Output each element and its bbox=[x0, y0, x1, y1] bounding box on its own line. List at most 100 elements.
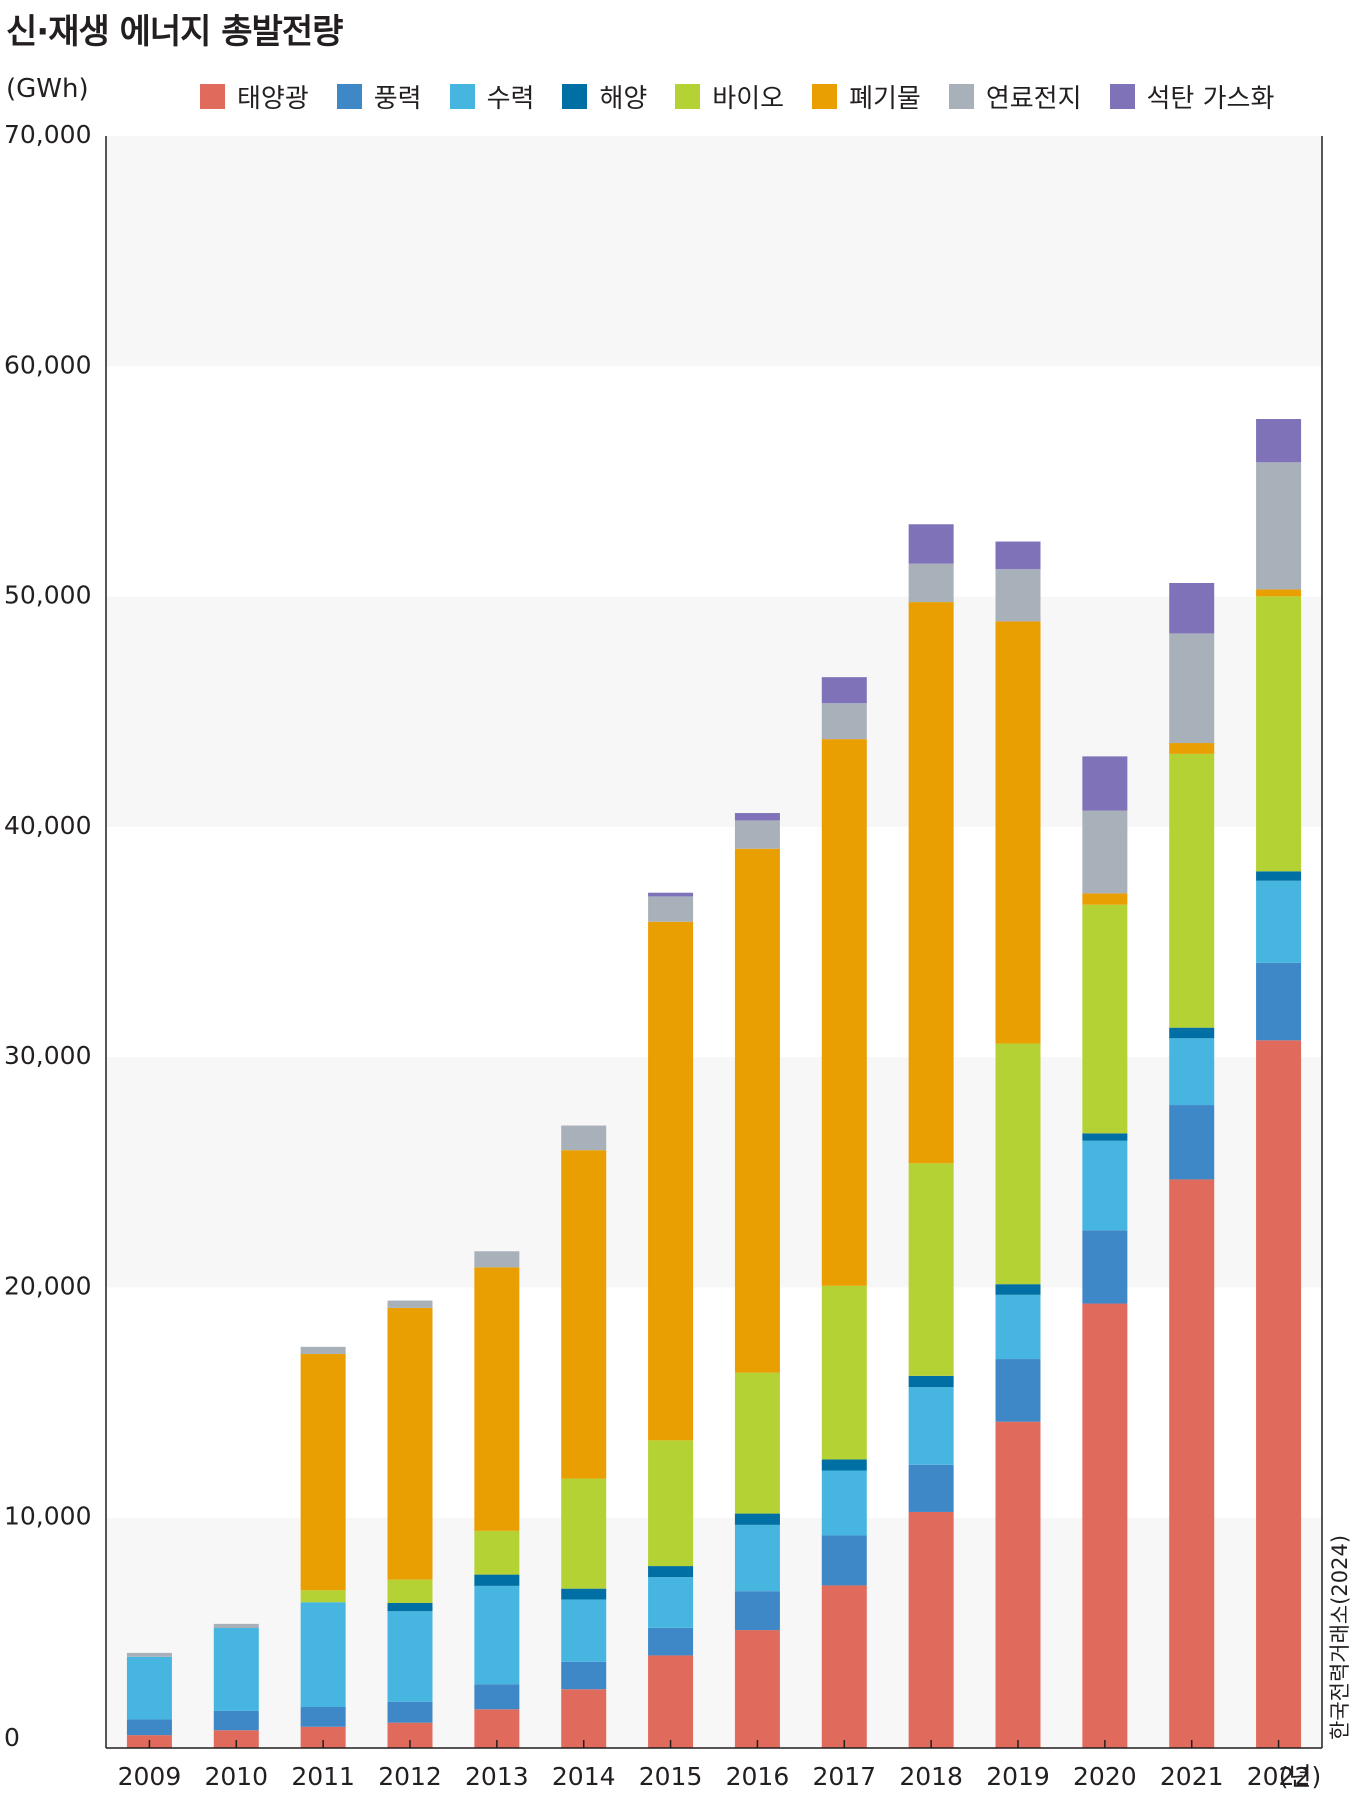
bar-2015-6 bbox=[648, 896, 694, 922]
bar-2011-4 bbox=[300, 1590, 346, 1603]
bar-2014-1 bbox=[561, 1661, 607, 1690]
bar-2020-2 bbox=[1082, 1140, 1128, 1231]
bar-2022-5 bbox=[1256, 589, 1302, 597]
axes bbox=[105, 136, 1323, 1749]
y-tick-label-60000: 60,000 bbox=[4, 350, 91, 379]
y-tick-label-10000: 10,000 bbox=[4, 1502, 91, 1531]
bar-2020-7 bbox=[1082, 756, 1128, 811]
bar-segments bbox=[126, 419, 1302, 1748]
bar-2021-1 bbox=[1169, 1105, 1215, 1180]
y-tick-label-40000: 40,000 bbox=[4, 811, 91, 840]
y-tick-label-50000: 50,000 bbox=[4, 581, 91, 610]
bar-2019-4 bbox=[995, 1043, 1041, 1285]
legend-swatch bbox=[948, 83, 974, 109]
legend-swatch bbox=[200, 83, 225, 109]
bar-2012-2 bbox=[387, 1611, 433, 1702]
legend-label: 바이오 bbox=[712, 83, 785, 114]
band-6 bbox=[106, 136, 1322, 367]
bar-2018-7 bbox=[908, 524, 954, 564]
bar-2015-5 bbox=[648, 921, 694, 1441]
bar-2011-1 bbox=[300, 1707, 346, 1727]
x-tick-label-2014: 2014 bbox=[552, 1762, 616, 1791]
bar-2012-5 bbox=[387, 1307, 433, 1580]
bar-2022-2 bbox=[1256, 880, 1302, 963]
bar-2018-2 bbox=[908, 1387, 954, 1465]
legend-label: 폐기물 bbox=[849, 83, 921, 114]
bar-2020-0 bbox=[1082, 1303, 1128, 1748]
band-4 bbox=[106, 596, 1322, 827]
bar-2019-2 bbox=[995, 1294, 1041, 1360]
bar-2012-4 bbox=[387, 1579, 433, 1603]
bar-2021-6 bbox=[1169, 633, 1215, 744]
x-tick-label-2010: 2010 bbox=[204, 1762, 268, 1791]
bar-2017-4 bbox=[821, 1285, 867, 1460]
x-tick-label-2016: 2016 bbox=[726, 1762, 790, 1791]
bar-2019-7 bbox=[995, 541, 1041, 570]
bar-2015-3 bbox=[648, 1566, 694, 1578]
bar-2016-2 bbox=[734, 1524, 780, 1592]
bar-2017-1 bbox=[821, 1535, 867, 1586]
band-0 bbox=[106, 1517, 1322, 1748]
legend-item-0: 태양광 bbox=[200, 78, 309, 115]
bar-2018-6 bbox=[908, 563, 954, 603]
bar-2021-3 bbox=[1169, 1027, 1215, 1039]
bar-2014-0 bbox=[561, 1689, 607, 1748]
x-tick-label-2011: 2011 bbox=[291, 1762, 355, 1791]
bar-2015-4 bbox=[648, 1440, 694, 1567]
bar-2016-3 bbox=[734, 1513, 780, 1525]
bar-2018-0 bbox=[908, 1511, 954, 1748]
legend-label: 태양광 bbox=[237, 83, 309, 114]
bar-2019-0 bbox=[995, 1421, 1041, 1748]
bar-2012-1 bbox=[387, 1701, 433, 1723]
bar-2018-5 bbox=[908, 602, 954, 1164]
bar-2009-6 bbox=[126, 1652, 172, 1657]
bar-2022-6 bbox=[1256, 462, 1302, 590]
bar-2014-4 bbox=[561, 1478, 607, 1589]
bar-2020-3 bbox=[1082, 1133, 1128, 1141]
legend-swatch bbox=[812, 83, 838, 109]
bar-2014-3 bbox=[561, 1588, 607, 1600]
bar-2021-2 bbox=[1169, 1038, 1215, 1106]
bar-2012-6 bbox=[387, 1300, 433, 1308]
legend-item-7: 석탄 가스화 bbox=[1109, 78, 1275, 115]
bar-2020-5 bbox=[1082, 893, 1128, 905]
bar-2019-1 bbox=[995, 1359, 1041, 1422]
bar-2015-7 bbox=[648, 892, 694, 897]
bar-2019-5 bbox=[995, 621, 1041, 1044]
bar-2017-3 bbox=[821, 1459, 867, 1471]
bar-2013-6 bbox=[474, 1251, 520, 1268]
bar-2015-2 bbox=[648, 1577, 694, 1628]
y-tick-label-70000: 70,000 bbox=[4, 120, 91, 149]
legend-swatch bbox=[336, 83, 362, 109]
bar-2017-5 bbox=[821, 739, 867, 1286]
legend-label: 해양 bbox=[599, 83, 648, 114]
bar-2022-0 bbox=[1256, 1040, 1302, 1748]
legend-swatch bbox=[449, 83, 475, 109]
band-1 bbox=[106, 1287, 1322, 1518]
bar-2013-4 bbox=[474, 1530, 520, 1575]
x-axis-unit: (년) bbox=[1279, 1762, 1322, 1791]
legend-label: 연료전지 bbox=[985, 83, 1082, 114]
bar-2011-0 bbox=[300, 1726, 346, 1748]
x-tick-labels: 2009 2010 2011 2012 2013 2014 2015 2016 2017 2018… bbox=[118, 1762, 1322, 1791]
bar-2013-3 bbox=[474, 1574, 520, 1586]
legend-label: 석탄 가스화 bbox=[1146, 83, 1275, 114]
x-tick-label-2020: 2020 bbox=[1073, 1762, 1137, 1791]
x-tick-label-2017: 2017 bbox=[812, 1762, 876, 1791]
x-tick-label-2022: 2022 bbox=[1247, 1762, 1311, 1791]
bar-2021-0 bbox=[1169, 1179, 1215, 1748]
band-3 bbox=[106, 826, 1322, 1058]
bar-2017-2 bbox=[821, 1470, 867, 1536]
bar-2020-1 bbox=[1082, 1230, 1128, 1304]
y-axis-unit: (GWh) bbox=[6, 74, 89, 104]
bar-2018-3 bbox=[908, 1375, 954, 1388]
bar-2011-5 bbox=[300, 1353, 346, 1591]
x-tick-label-2021: 2021 bbox=[1160, 1762, 1224, 1791]
bar-2020-6 bbox=[1082, 810, 1128, 894]
x-tick-label-2009: 2009 bbox=[118, 1762, 182, 1791]
bar-2009-1 bbox=[126, 1719, 172, 1736]
bar-2013-5 bbox=[474, 1267, 520, 1531]
bar-2018-1 bbox=[908, 1464, 954, 1512]
bar-2016-6 bbox=[734, 820, 780, 849]
legend-swatch bbox=[1109, 83, 1135, 109]
